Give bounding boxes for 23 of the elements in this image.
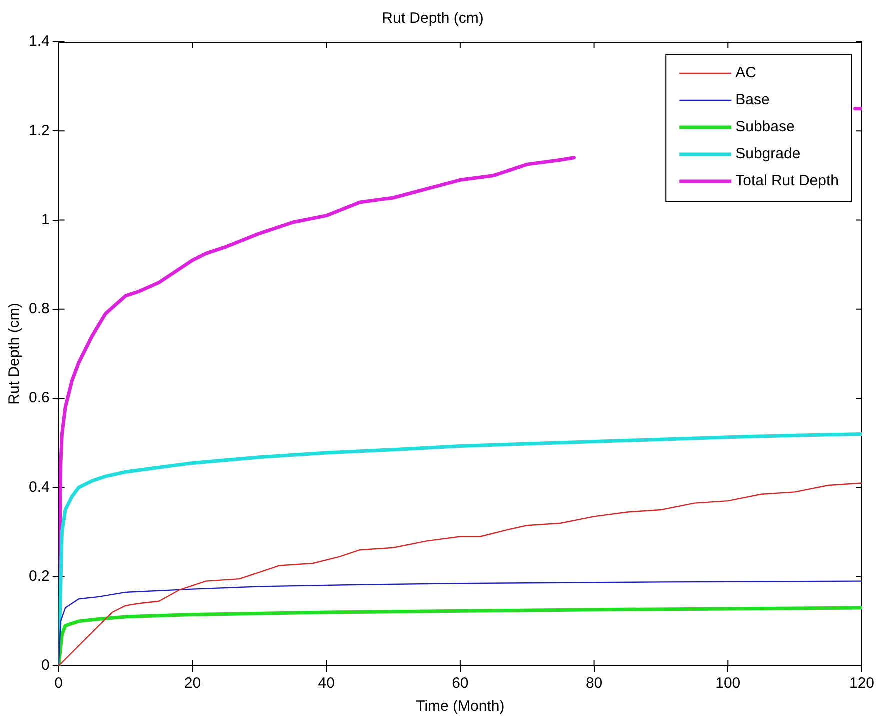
- x-tick-label: 120: [849, 675, 875, 692]
- legend-label: AC: [736, 64, 757, 82]
- y-tick-label: 1.4: [28, 33, 50, 50]
- y-tick-label: 1: [42, 211, 50, 228]
- y-tick-label: 1.2: [28, 122, 50, 140]
- x-tick-label: 80: [586, 675, 603, 692]
- legend-label: Total Rut Depth: [736, 172, 839, 190]
- y-tick-label: 0.6: [28, 390, 50, 407]
- y-tick-label: 0.4: [28, 478, 50, 496]
- y-tick-label: 0.8: [28, 300, 50, 318]
- x-tick-label: 20: [184, 675, 202, 692]
- y-axis-title: Rut Depth (cm): [6, 303, 24, 405]
- y-tick-label: 0: [42, 657, 50, 674]
- x-tick-label: 40: [318, 675, 335, 692]
- x-tick-label: 0: [54, 675, 64, 692]
- x-tick-label: 60: [452, 675, 469, 692]
- legend-label: Subbase: [736, 118, 795, 136]
- chart-title: Rut Depth (cm): [382, 10, 484, 28]
- x-axis-title: Time (Month): [416, 698, 505, 716]
- legend-label: Base: [736, 92, 770, 109]
- legend-label: Subgrade: [736, 146, 801, 163]
- y-tick-label: 0.2: [28, 568, 50, 585]
- x-tick-label: 100: [716, 675, 741, 692]
